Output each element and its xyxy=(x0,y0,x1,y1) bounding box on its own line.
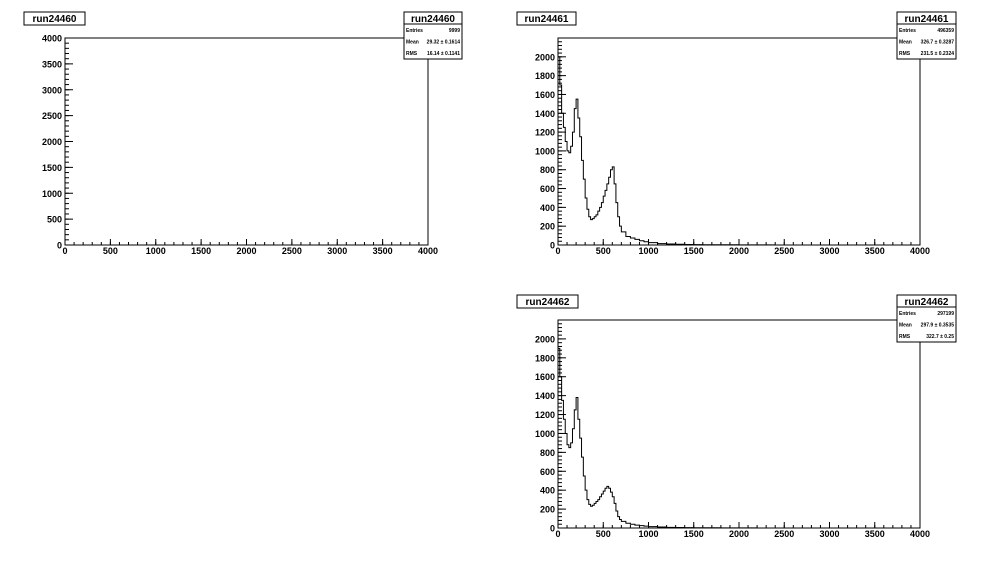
y-tick-label: 3000 xyxy=(42,85,62,95)
y-tick-label: 4000 xyxy=(42,34,62,44)
stats-label: Entries xyxy=(406,28,423,34)
x-tick-label: 500 xyxy=(103,246,118,256)
y-tick-label: 1000 xyxy=(535,429,555,439)
stats-value: 231.5 ± 0.2324 xyxy=(921,51,955,57)
y-tick-label: 1400 xyxy=(535,391,555,401)
plot-frame xyxy=(557,37,921,246)
y-tick-label: 600 xyxy=(540,467,555,477)
y-tick-label: 3500 xyxy=(42,59,62,69)
stats-label: Mean xyxy=(899,323,912,329)
stats-value: 496359 xyxy=(937,28,954,34)
x-tick-label: 3500 xyxy=(865,246,885,256)
stats-value: 322.7 ± 0.25 xyxy=(926,334,954,340)
y-tick-label: 500 xyxy=(47,215,62,225)
histogram-panel-1: 0 500 1000 1500 2000 2500 3000 3500 4000 0 200 400 6… xyxy=(516,11,957,256)
y-tick-label: 800 xyxy=(540,165,555,175)
stats-value: 297199 xyxy=(937,311,954,317)
histogram-panel-0: 0 500 1000 1500 2000 2500 3000 3500 4000 0 500 1000… xyxy=(23,11,463,256)
stats-value: 29.32 ± 0.1614 xyxy=(427,40,461,46)
stats-title: run24462 xyxy=(905,297,949,308)
y-tick-label: 1600 xyxy=(535,372,555,382)
stats-label: Entries xyxy=(899,311,916,317)
x-tick-label: 2500 xyxy=(774,246,794,256)
histogram-panel-2: 0 500 1000 1500 2000 2500 3000 3500 4000 0 200 400 6… xyxy=(516,294,957,539)
x-tick-label: 0 xyxy=(555,246,560,256)
x-tick-label: 4000 xyxy=(910,529,930,539)
x-tick-label: 1500 xyxy=(684,246,704,256)
x-tick-label: 2000 xyxy=(729,529,749,539)
stats-box xyxy=(403,11,463,60)
x-tick-label: 1000 xyxy=(638,246,658,256)
x-tick-label: 2500 xyxy=(774,529,794,539)
stats-label: Entries xyxy=(899,28,916,34)
y-tick-label: 0 xyxy=(57,241,62,251)
plot-frame xyxy=(557,319,921,529)
x-tick-label: 3000 xyxy=(819,529,839,539)
y-tick-label: 2000 xyxy=(42,137,62,147)
y-tick-label: 1200 xyxy=(535,410,555,420)
histogram-line xyxy=(557,347,920,529)
chart-title: run24460 xyxy=(33,14,77,25)
y-tick-label: 1000 xyxy=(42,189,62,199)
x-tick-label: 500 xyxy=(596,529,611,539)
x-tick-label: 0 xyxy=(555,529,560,539)
stats-label: RMS xyxy=(406,51,418,57)
x-tick-label: 3500 xyxy=(865,529,885,539)
x-tick-label: 1000 xyxy=(146,246,166,256)
x-tick-label: 4000 xyxy=(418,246,438,256)
stats-label: RMS xyxy=(899,334,911,340)
y-tick-label: 200 xyxy=(540,505,555,515)
x-tick-label: 3000 xyxy=(819,246,839,256)
x-tick-label: 4000 xyxy=(910,246,930,256)
y-tick-label: 1800 xyxy=(535,353,555,363)
stats-value: 326.7 ± 0.3287 xyxy=(921,40,955,46)
y-tick-label: 1500 xyxy=(42,163,62,173)
x-tick-label: 2000 xyxy=(729,246,749,256)
x-tick-label: 500 xyxy=(596,246,611,256)
stats-value: 16.14 ± 0.1141 xyxy=(427,51,460,57)
stats-title: run24461 xyxy=(905,14,949,25)
y-tick-label: 200 xyxy=(540,222,555,232)
title-box xyxy=(516,11,577,26)
x-tick-label: 0 xyxy=(62,246,67,256)
histogram-line xyxy=(557,56,920,246)
y-tick-label: 0 xyxy=(550,241,555,251)
y-tick-label: 400 xyxy=(540,203,555,213)
y-tick-label: 1200 xyxy=(535,128,555,138)
stats-box xyxy=(896,294,957,343)
x-tick-label: 2500 xyxy=(282,246,302,256)
stats-label: Mean xyxy=(899,40,912,46)
x-tick-label: 3500 xyxy=(373,246,393,256)
y-tick-label: 600 xyxy=(540,184,555,194)
y-tick-label: 1800 xyxy=(535,71,555,81)
stats-label: RMS xyxy=(899,51,911,57)
y-tick-label: 1000 xyxy=(535,146,555,156)
x-tick-label: 1500 xyxy=(191,246,211,256)
y-tick-label: 2000 xyxy=(535,334,555,344)
stats-label: Mean xyxy=(406,40,419,46)
y-tick-label: 1600 xyxy=(535,90,555,100)
stats-box xyxy=(896,11,957,60)
y-tick-label: 2500 xyxy=(42,111,62,121)
y-tick-label: 0 xyxy=(550,524,555,534)
title-box xyxy=(516,294,579,309)
title-box xyxy=(23,11,86,26)
x-tick-label: 1000 xyxy=(638,529,658,539)
y-tick-label: 400 xyxy=(540,486,555,496)
stats-value: 297.9 ± 0.3535 xyxy=(921,323,955,329)
y-tick-label: 2000 xyxy=(535,52,555,62)
y-tick-label: 1400 xyxy=(535,109,555,119)
x-tick-label: 3000 xyxy=(327,246,347,256)
plot-frame xyxy=(64,37,429,246)
chart-title: run24462 xyxy=(526,297,570,308)
stats-value: 9999 xyxy=(449,28,460,34)
x-tick-label: 2000 xyxy=(236,246,256,256)
stats-title: run24460 xyxy=(411,14,455,25)
y-tick-label: 800 xyxy=(540,448,555,458)
chart-title: run24461 xyxy=(525,14,569,25)
x-tick-label: 1500 xyxy=(684,529,704,539)
